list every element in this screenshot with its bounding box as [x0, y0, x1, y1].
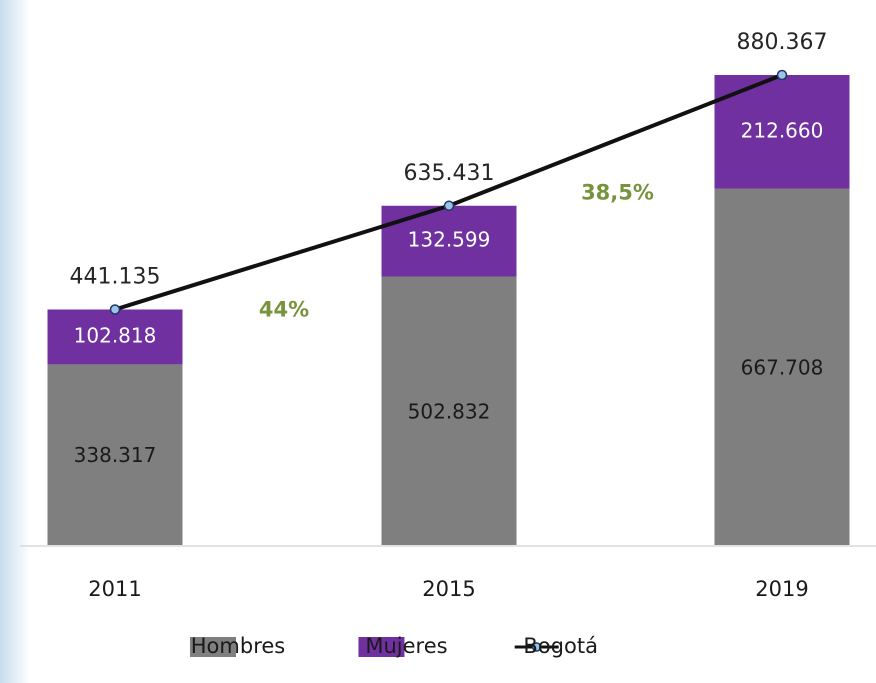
bar-segment — [381, 205, 517, 277]
value-label: 502.832 — [408, 399, 491, 423]
edge-shade — [0, 0, 30, 683]
value-label: 667.708 — [741, 355, 824, 379]
line-marker — [109, 304, 121, 315]
growth-annotation: 44% — [259, 298, 309, 322]
bar-segment — [47, 309, 183, 365]
value-label: 132.599 — [408, 228, 491, 252]
value-label: 102.818 — [74, 323, 157, 347]
line-marker — [776, 69, 788, 81]
value-label: 212.660 — [741, 118, 824, 142]
value-label: 338.317 — [74, 443, 157, 467]
total-label: 880.367 — [737, 30, 828, 55]
growth-annotation: 38,5% — [581, 180, 654, 204]
legend-swatch — [531, 642, 542, 652]
legend-label: Bogotá — [523, 634, 598, 658]
x-tick-label: 2015 — [422, 577, 475, 601]
legend-swatch — [190, 637, 236, 657]
legend-swatch — [358, 637, 405, 657]
total-label: 441.135 — [70, 264, 161, 289]
legend-label: Mujeres — [365, 634, 447, 658]
bar-segment — [47, 364, 183, 545]
bar-segment — [381, 276, 517, 545]
legend-label: Hombres — [191, 634, 285, 658]
x-tick-label: 2019 — [755, 577, 808, 601]
bar-segment — [714, 188, 850, 546]
total-label: 635.431 — [404, 161, 495, 186]
x-tick-label: 2011 — [88, 577, 141, 601]
line-marker — [443, 200, 455, 212]
